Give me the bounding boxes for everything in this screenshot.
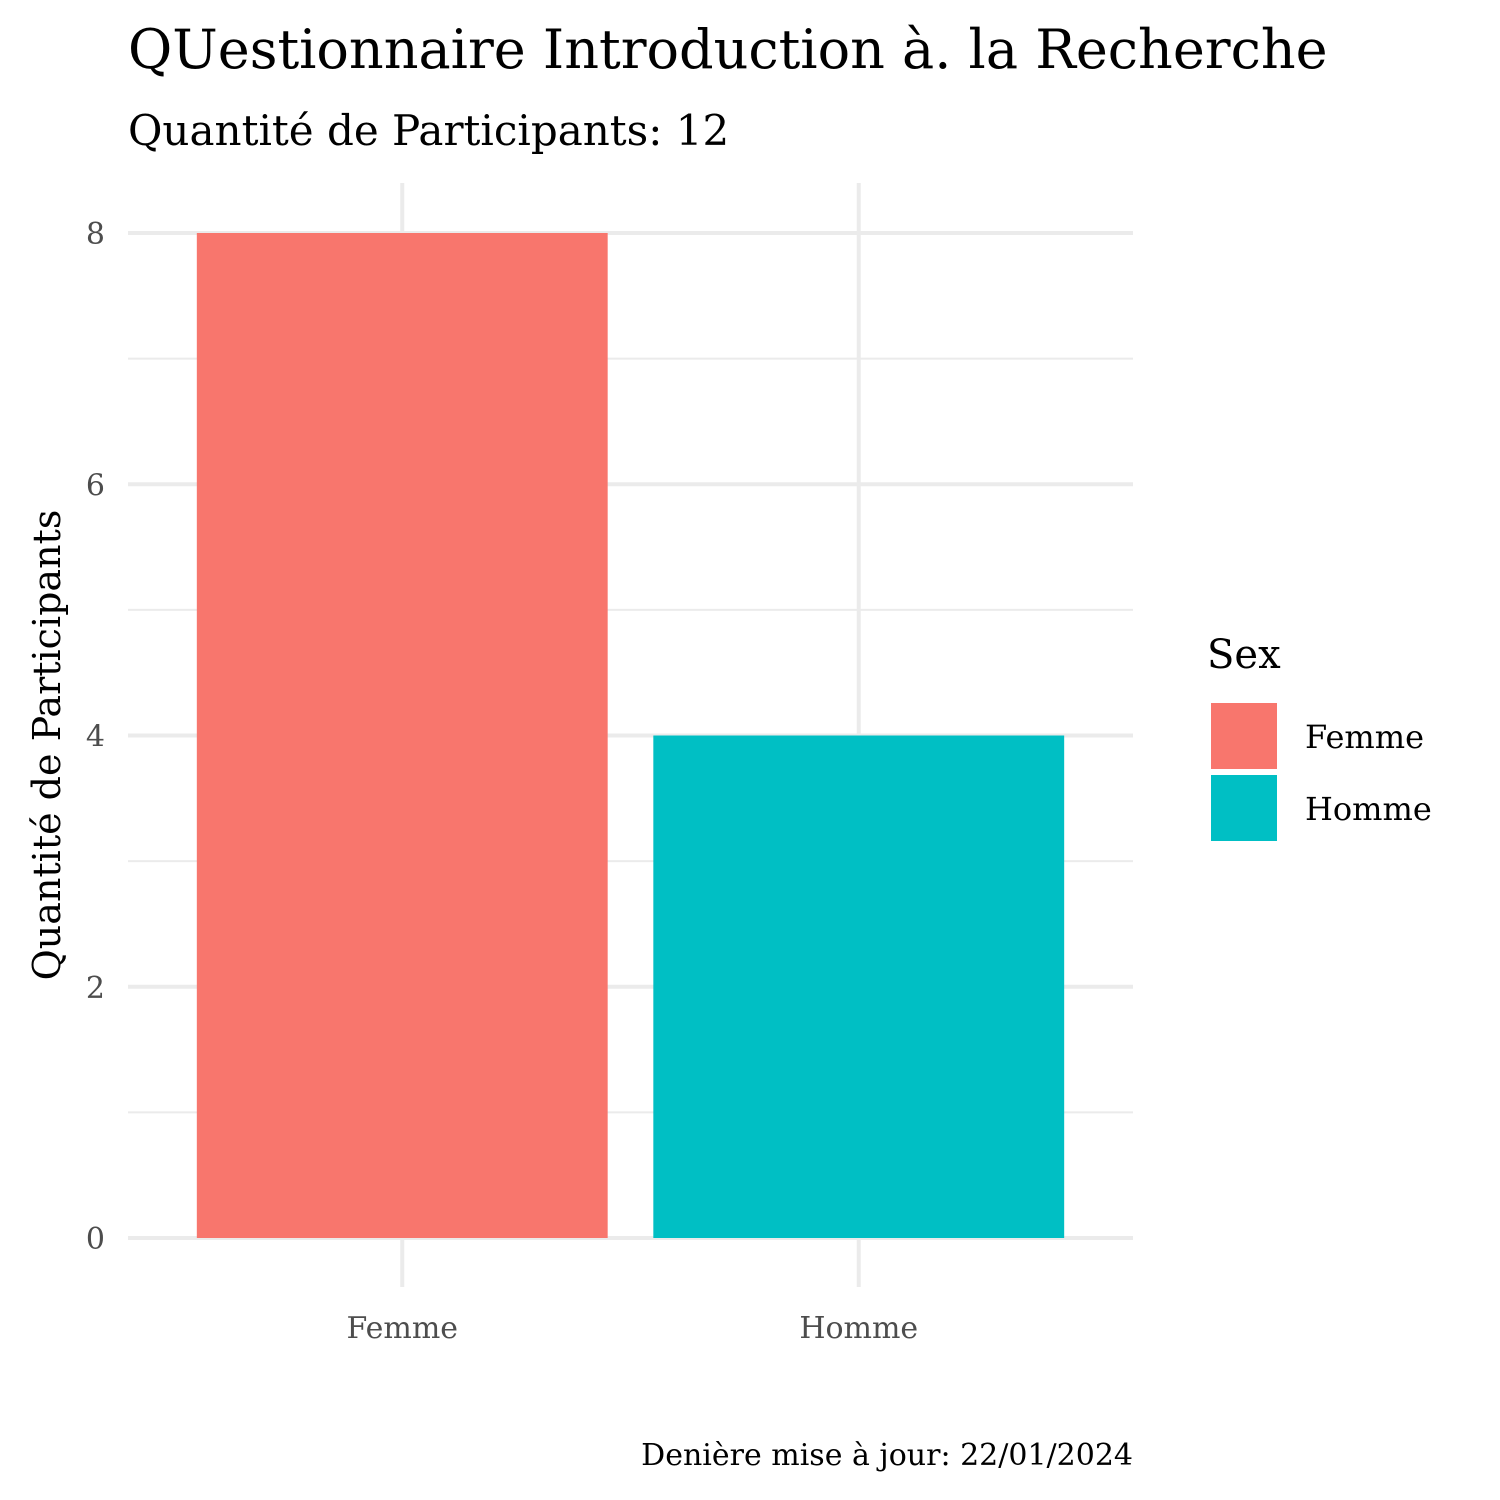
- bar-femme: [196, 233, 608, 1238]
- bar-homme: [653, 735, 1065, 1238]
- legend: Sex Femme Homme: [1207, 632, 1432, 841]
- legend-label-femme: Femme: [1305, 718, 1424, 756]
- x-axis-ticks: Femme Homme: [346, 1311, 918, 1346]
- legend-title: Sex: [1207, 632, 1281, 678]
- legend-key-femme: [1211, 703, 1277, 769]
- chart-title: QUestionnaire Introduction à. la Recherc…: [128, 18, 1328, 81]
- y-tick-label: 2: [86, 971, 105, 1006]
- y-tick-label: 6: [86, 468, 105, 503]
- chart-caption: Denière mise à jour: 22/01/2024: [641, 1438, 1133, 1473]
- legend-items: Femme Homme: [1211, 703, 1432, 841]
- legend-label-homme: Homme: [1305, 790, 1432, 828]
- y-axis-ticks: 0 2 4 6 8: [86, 217, 105, 1257]
- x-tick-label: Femme: [346, 1311, 458, 1346]
- y-tick-label: 8: [86, 217, 105, 252]
- bars: [196, 233, 1065, 1238]
- x-tick-label: Homme: [799, 1311, 918, 1346]
- y-tick-label: 4: [86, 720, 105, 755]
- legend-key-homme: [1211, 775, 1277, 841]
- y-tick-label: 0: [86, 1222, 105, 1257]
- y-axis-title: Quantité de Participants: [25, 510, 69, 981]
- chart-subtitle: Quantité de Participants: 12: [128, 106, 729, 155]
